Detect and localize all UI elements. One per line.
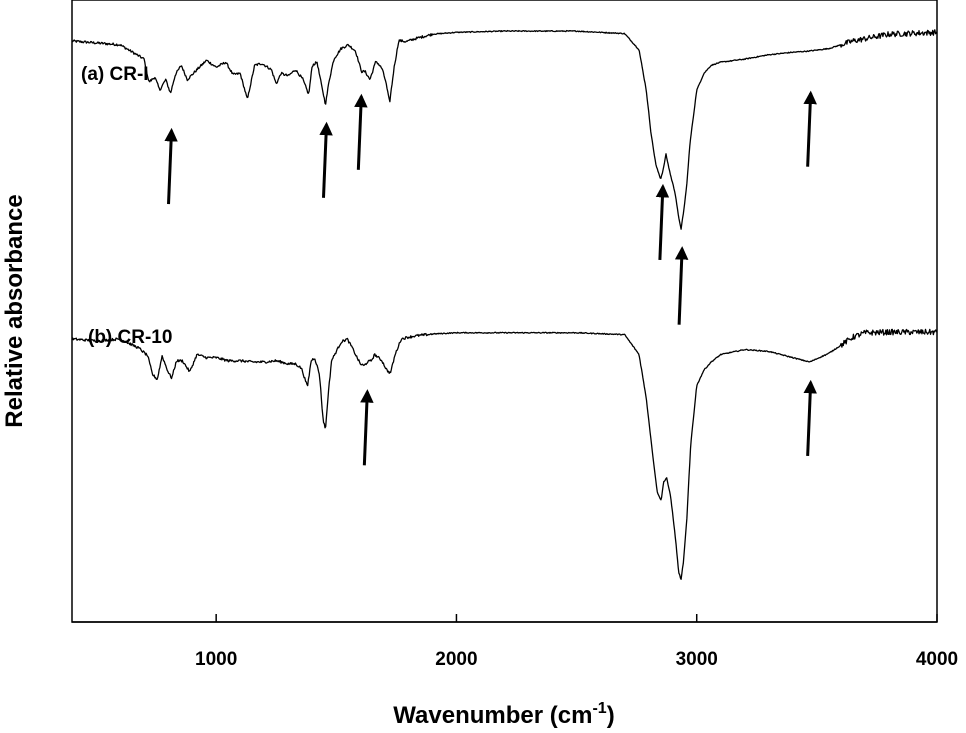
x-tick-label: 2000 [435, 649, 477, 670]
x-axis-label-main: Wavenumber (cm [393, 702, 592, 729]
x-tick-label: 1000 [195, 649, 237, 670]
peak-arrow [364, 392, 367, 465]
y-axis-label: Relative absorbance [1, 194, 28, 427]
peak-arrows [169, 93, 811, 465]
series-cr-i-line [72, 30, 937, 229]
x-axis-label-close: ) [607, 702, 615, 729]
peak-arrow [358, 96, 361, 169]
x-axis-label: Wavenumber (cm-1) [393, 700, 614, 729]
x-axis-ticks [216, 614, 937, 622]
ftir-chart: 1000 2000 3000 4000 (a) CR-I (b) CR-10 Rela… [0, 0, 966, 733]
series-layer [72, 30, 937, 580]
plot-frame [72, 0, 937, 622]
peak-arrow [808, 93, 811, 166]
x-axis-label-superscript: -1 [592, 700, 606, 717]
x-tick-label: 3000 [676, 649, 718, 670]
peak-arrow [679, 249, 682, 325]
peak-arrow [169, 131, 172, 204]
peak-arrow [808, 383, 811, 456]
peak-arrow [323, 124, 326, 197]
x-axis-tick-labels: 1000 2000 3000 4000 [195, 649, 958, 670]
series-b-label: (b) CR-10 [88, 327, 172, 348]
x-tick-label: 4000 [916, 649, 958, 670]
series-a-label: (a) CR-I [81, 64, 149, 85]
peak-arrow [660, 187, 663, 260]
